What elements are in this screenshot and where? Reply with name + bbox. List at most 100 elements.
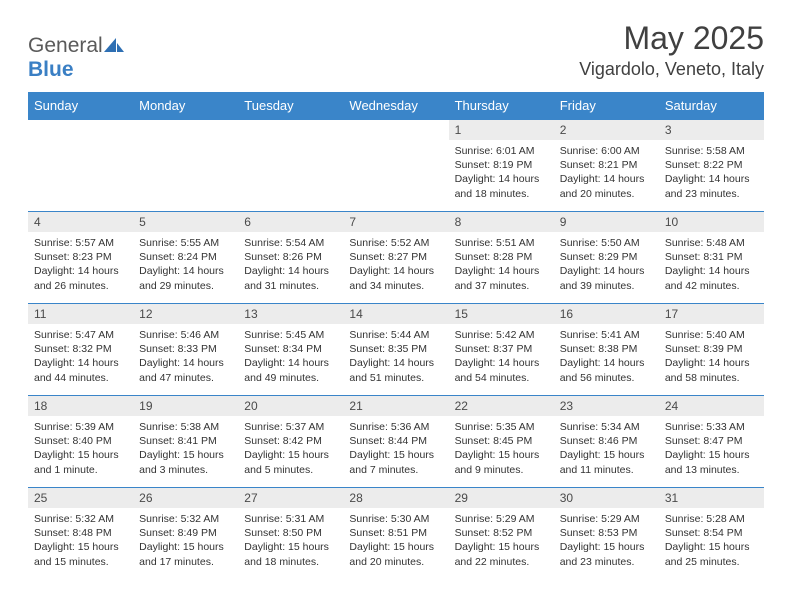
day-number: 25 [28,488,133,508]
day-data: Sunrise: 6:00 AMSunset: 8:21 PMDaylight:… [554,140,659,201]
day-data: Sunrise: 5:52 AMSunset: 8:27 PMDaylight:… [343,232,448,293]
daylight-text: Daylight: 14 hours and 54 minutes. [455,356,548,384]
sunrise-text: Sunrise: 5:32 AM [34,512,127,526]
header: GeneralBlue May 2025 Vigardolo, Veneto, … [28,20,764,82]
sunrise-text: Sunrise: 5:41 AM [560,328,653,342]
sunrise-text: Sunrise: 6:00 AM [560,144,653,158]
calendar-day-cell [28,120,133,212]
sunrise-text: Sunrise: 5:39 AM [34,420,127,434]
sunrise-text: Sunrise: 5:30 AM [349,512,442,526]
day-number: 3 [659,120,764,140]
daylight-text: Daylight: 15 hours and 25 minutes. [665,540,758,568]
weekday-header: Friday [554,92,659,120]
day-data: Sunrise: 5:41 AMSunset: 8:38 PMDaylight:… [554,324,659,385]
day-data: Sunrise: 5:36 AMSunset: 8:44 PMDaylight:… [343,416,448,477]
day-number: 17 [659,304,764,324]
sunrise-text: Sunrise: 5:55 AM [139,236,232,250]
day-number: 28 [343,488,448,508]
daylight-text: Daylight: 15 hours and 9 minutes. [455,448,548,476]
calendar-day-cell: 16Sunrise: 5:41 AMSunset: 8:38 PMDayligh… [554,304,659,396]
sunrise-text: Sunrise: 5:29 AM [455,512,548,526]
day-number: 7 [343,212,448,232]
weekday-header: Tuesday [238,92,343,120]
day-number: 27 [238,488,343,508]
sunset-text: Sunset: 8:33 PM [139,342,232,356]
sunset-text: Sunset: 8:53 PM [560,526,653,540]
sunrise-text: Sunrise: 5:58 AM [665,144,758,158]
day-data: Sunrise: 5:31 AMSunset: 8:50 PMDaylight:… [238,508,343,569]
sunset-text: Sunset: 8:23 PM [34,250,127,264]
calendar-week-row: 1Sunrise: 6:01 AMSunset: 8:19 PMDaylight… [28,120,764,212]
day-data: Sunrise: 5:34 AMSunset: 8:46 PMDaylight:… [554,416,659,477]
day-number: 16 [554,304,659,324]
calendar-day-cell: 11Sunrise: 5:47 AMSunset: 8:32 PMDayligh… [28,304,133,396]
sunset-text: Sunset: 8:27 PM [349,250,442,264]
calendar-body: 1Sunrise: 6:01 AMSunset: 8:19 PMDaylight… [28,120,764,580]
day-data: Sunrise: 5:54 AMSunset: 8:26 PMDaylight:… [238,232,343,293]
weekday-header: Monday [133,92,238,120]
sunset-text: Sunset: 8:47 PM [665,434,758,448]
day-number: 9 [554,212,659,232]
calendar-day-cell: 7Sunrise: 5:52 AMSunset: 8:27 PMDaylight… [343,212,448,304]
sunset-text: Sunset: 8:51 PM [349,526,442,540]
sunset-text: Sunset: 8:29 PM [560,250,653,264]
calendar-week-row: 18Sunrise: 5:39 AMSunset: 8:40 PMDayligh… [28,396,764,488]
day-data: Sunrise: 5:42 AMSunset: 8:37 PMDaylight:… [449,324,554,385]
sunset-text: Sunset: 8:28 PM [455,250,548,264]
day-data: Sunrise: 5:38 AMSunset: 8:41 PMDaylight:… [133,416,238,477]
logo-sail-icon [104,34,124,58]
day-number: 5 [133,212,238,232]
sunset-text: Sunset: 8:38 PM [560,342,653,356]
daylight-text: Daylight: 14 hours and 44 minutes. [34,356,127,384]
day-number: 10 [659,212,764,232]
day-data: Sunrise: 5:58 AMSunset: 8:22 PMDaylight:… [659,140,764,201]
calendar-day-cell: 31Sunrise: 5:28 AMSunset: 8:54 PMDayligh… [659,488,764,580]
day-data: Sunrise: 5:48 AMSunset: 8:31 PMDaylight:… [659,232,764,293]
calendar-day-cell: 14Sunrise: 5:44 AMSunset: 8:35 PMDayligh… [343,304,448,396]
sunset-text: Sunset: 8:32 PM [34,342,127,356]
sunset-text: Sunset: 8:34 PM [244,342,337,356]
logo-text: GeneralBlue [28,34,124,82]
day-number: 6 [238,212,343,232]
daylight-text: Daylight: 14 hours and 34 minutes. [349,264,442,292]
day-number: 30 [554,488,659,508]
daylight-text: Daylight: 15 hours and 13 minutes. [665,448,758,476]
sunset-text: Sunset: 8:24 PM [139,250,232,264]
day-number: 12 [133,304,238,324]
sunset-text: Sunset: 8:31 PM [665,250,758,264]
calendar-header-row: SundayMondayTuesdayWednesdayThursdayFrid… [28,92,764,120]
daylight-text: Daylight: 15 hours and 20 minutes. [349,540,442,568]
daylight-text: Daylight: 15 hours and 11 minutes. [560,448,653,476]
calendar-day-cell: 12Sunrise: 5:46 AMSunset: 8:33 PMDayligh… [133,304,238,396]
calendar-day-cell: 2Sunrise: 6:00 AMSunset: 8:21 PMDaylight… [554,120,659,212]
day-data: Sunrise: 5:44 AMSunset: 8:35 PMDaylight:… [343,324,448,385]
daylight-text: Daylight: 15 hours and 5 minutes. [244,448,337,476]
sunset-text: Sunset: 8:26 PM [244,250,337,264]
daylight-text: Daylight: 14 hours and 47 minutes. [139,356,232,384]
day-number: 11 [28,304,133,324]
sunrise-text: Sunrise: 5:40 AM [665,328,758,342]
sunrise-text: Sunrise: 5:31 AM [244,512,337,526]
daylight-text: Daylight: 14 hours and 18 minutes. [455,172,548,200]
day-number: 19 [133,396,238,416]
day-number: 29 [449,488,554,508]
sunrise-text: Sunrise: 5:33 AM [665,420,758,434]
location: Vigardolo, Veneto, Italy [579,59,764,80]
sunset-text: Sunset: 8:37 PM [455,342,548,356]
calendar-day-cell: 27Sunrise: 5:31 AMSunset: 8:50 PMDayligh… [238,488,343,580]
calendar-day-cell: 4Sunrise: 5:57 AMSunset: 8:23 PMDaylight… [28,212,133,304]
daylight-text: Daylight: 14 hours and 56 minutes. [560,356,653,384]
weekday-header: Thursday [449,92,554,120]
sunset-text: Sunset: 8:45 PM [455,434,548,448]
calendar-page: GeneralBlue May 2025 Vigardolo, Veneto, … [0,0,792,580]
month-title: May 2025 [579,20,764,57]
sunrise-text: Sunrise: 5:36 AM [349,420,442,434]
sunset-text: Sunset: 8:52 PM [455,526,548,540]
day-number: 21 [343,396,448,416]
calendar-day-cell: 15Sunrise: 5:42 AMSunset: 8:37 PMDayligh… [449,304,554,396]
daylight-text: Daylight: 15 hours and 22 minutes. [455,540,548,568]
sunset-text: Sunset: 8:50 PM [244,526,337,540]
sunrise-text: Sunrise: 5:34 AM [560,420,653,434]
day-number: 26 [133,488,238,508]
day-data: Sunrise: 5:46 AMSunset: 8:33 PMDaylight:… [133,324,238,385]
